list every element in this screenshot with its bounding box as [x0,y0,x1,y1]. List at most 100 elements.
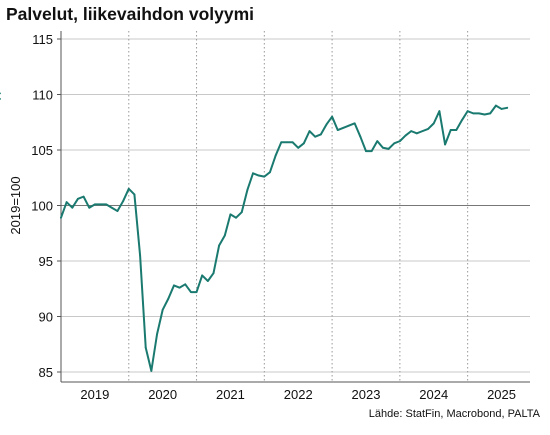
x-tick-label: 2024 [419,387,448,402]
data-point [398,140,401,143]
data-point [466,110,469,113]
data-point [0,98,1,100]
data-point [336,129,339,131]
y-tick-label: 85 [39,365,53,380]
data-point [314,135,317,138]
data-point [71,206,74,209]
data-point [365,150,367,153]
data-point [223,234,226,237]
series-line [60,104,509,372]
data-point [421,130,424,133]
data-point [331,115,333,118]
data-point [105,203,108,206]
y-tick-label: 110 [32,88,53,103]
data-point [206,280,209,282]
data-point [0,92,1,95]
data-point [156,333,158,336]
data-point [393,142,396,145]
data-point [246,189,249,191]
data-point [291,141,294,144]
data-point [410,130,413,133]
x-tick-label: 2021 [216,387,245,402]
data-point [235,216,237,219]
x-tick-label: 2022 [284,387,313,402]
data-point [449,129,452,131]
source-note: Lähde: StatFin, Macrobond, PALTA [368,408,540,420]
data-point [240,211,243,214]
data-point [461,119,463,121]
data-point [252,172,254,175]
x-tick-label: 2025 [487,387,516,402]
data-point [161,308,164,311]
data-point [382,146,384,149]
x-tick-label: 2020 [148,387,177,402]
data-point [133,193,136,196]
data-point [122,200,125,202]
y-axis-title: 2019=100 [8,176,23,234]
data-point [438,110,441,113]
data-point [387,147,390,150]
data-point [201,274,204,277]
data-point [263,175,266,178]
data-point [65,201,68,204]
y-tick-label: 100 [31,199,53,214]
y-tick-label: 95 [39,254,53,269]
data-point [319,133,322,136]
data-point [359,135,362,138]
data-point [77,197,79,200]
x-tick-label: 2019 [80,387,109,402]
data-point [184,283,187,286]
chart-title: Palvelut, liikevaihdon volyymi [6,4,255,24]
data-point [427,128,430,130]
data-point [116,210,119,212]
data-point [88,206,91,209]
data-point [432,122,435,125]
data-point [348,124,350,127]
data-point [415,132,418,135]
data-point [218,244,221,247]
data-point [506,106,509,109]
data-point [297,146,300,149]
data-point [93,203,96,206]
data-point [229,213,232,216]
x-tick-label: 2023 [352,387,381,402]
data-point [325,123,328,126]
data-point [302,142,305,145]
y-tick-label: 105 [31,143,53,158]
data-point [269,171,271,174]
data-point [167,297,170,300]
data-point [285,141,288,144]
data-point [127,187,130,190]
data-point [60,216,62,219]
y-tick-label: 90 [39,310,53,325]
data-point [472,112,475,115]
data-point [483,113,486,116]
data-point [444,143,446,146]
data-point [150,369,153,372]
data-point [308,130,311,133]
data-point [274,154,277,157]
data-point [110,206,113,209]
data-point [144,346,147,349]
data-point [376,140,379,143]
data-point [195,291,198,293]
data-point [190,291,192,293]
data-point [280,141,283,144]
data-point [455,129,458,131]
data-point [495,104,497,107]
y-tick-label: 115 [32,32,53,47]
data-point [353,122,356,125]
data-point [99,203,102,206]
data-point [212,272,215,275]
data-point [139,254,141,257]
data-point [257,174,260,177]
data-point [370,150,373,153]
data-point [178,286,181,289]
data-point [342,126,345,129]
data-point [82,195,85,198]
data-point [404,134,407,137]
data-point [500,108,503,110]
data-point [489,112,492,115]
data-point [173,284,175,287]
